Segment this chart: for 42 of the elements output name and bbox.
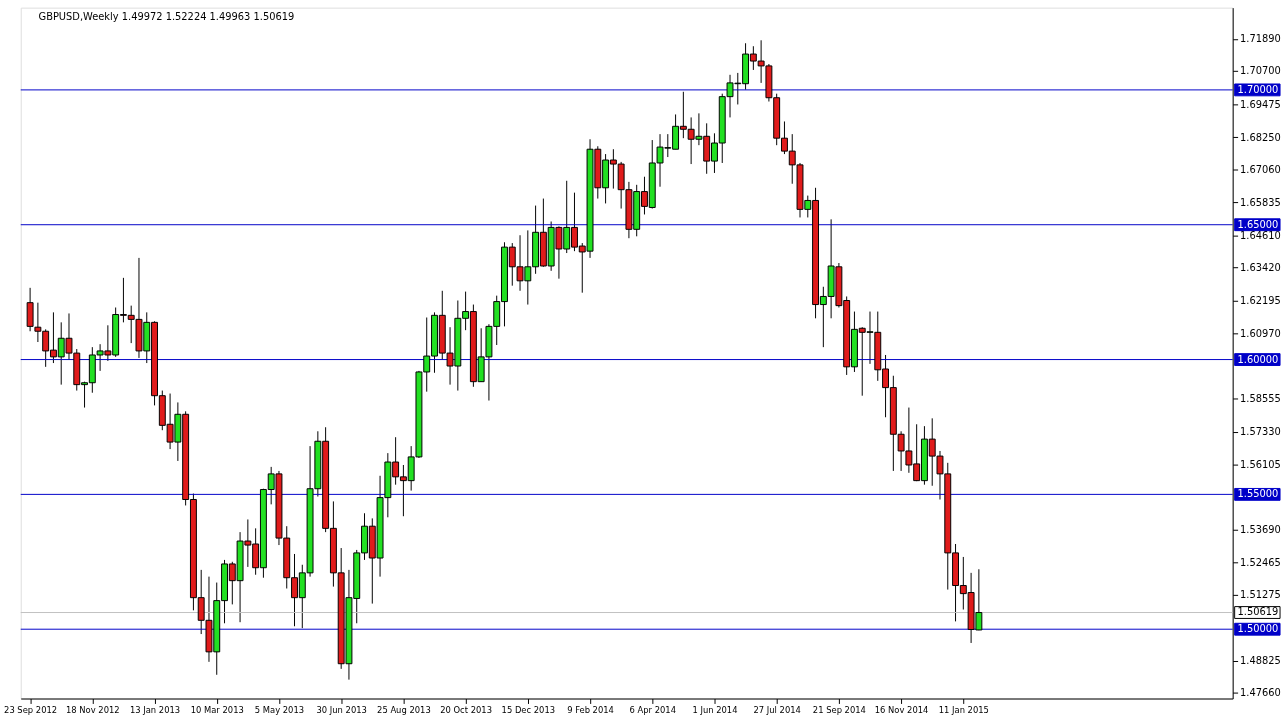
y-tick-label: 1.63420 (1240, 261, 1281, 273)
y-tick-label: 1.47660 (1240, 686, 1281, 698)
y-tick-label: 1.60970 (1240, 327, 1281, 339)
ref-line-label: 1.50000 (1237, 623, 1279, 635)
x-tick-label: 16 Nov 2014 (874, 704, 929, 715)
x-tick-label: 13 Jan 2013 (129, 704, 181, 715)
x-tick-label: 10 Mar 2013 (190, 704, 244, 715)
y-tick-label: 1.58555 (1240, 392, 1281, 404)
y-tick-label: 1.64610 (1240, 229, 1281, 241)
y-tick-label: 1.71890 (1240, 33, 1281, 45)
ref-line-label: 1.50619 (1237, 606, 1279, 618)
y-tick-label: 1.57330 (1240, 426, 1281, 438)
ref-line-label: 1.55000 (1237, 488, 1279, 500)
y-tick-label: 1.67060 (1240, 163, 1281, 175)
y-tick-label: 1.69475 (1240, 98, 1281, 110)
chart-title: GBPUSD,Weekly 1.49972 1.52224 1.49963 1.50619 (38, 11, 295, 23)
x-tick-label: 9 Feb 2014 (567, 704, 614, 715)
x-tick-label: 30 Jun 2013 (316, 704, 367, 715)
x-tick-label: 23 Sep 2012 (4, 704, 58, 715)
y-tick-label: 1.56105 (1240, 459, 1281, 471)
x-tick-label: 11 Jan 2015 (938, 704, 989, 715)
x-tick-label: 5 May 2013 (254, 704, 305, 715)
x-tick-label: 27 Jul 2014 (753, 704, 801, 715)
y-tick-label: 1.68250 (1240, 131, 1281, 143)
x-tick-label: 25 Aug 2013 (377, 704, 431, 715)
y-tick-label: 1.70700 (1240, 65, 1281, 77)
x-tick-label: 15 Dec 2013 (501, 704, 556, 715)
ref-line-label: 1.60000 (1237, 353, 1279, 365)
x-tick-label: 6 Apr 2014 (629, 704, 676, 715)
x-tick-label: 18 Nov 2012 (65, 704, 120, 715)
x-tick-label: 20 Oct 2013 (440, 704, 492, 715)
x-tick-label: 1 Jun 2014 (692, 704, 738, 715)
y-tick-label: 1.62195 (1240, 294, 1281, 306)
y-tick-label: 1.51275 (1240, 589, 1281, 601)
y-tick-label: 1.52465 (1240, 557, 1281, 569)
x-tick-label: 21 Sep 2014 (812, 704, 866, 715)
y-tick-label: 1.53690 (1240, 524, 1281, 536)
ref-line-label: 1.65000 (1237, 218, 1279, 230)
ref-line-label: 1.70000 (1237, 83, 1279, 95)
y-tick-label: 1.48825 (1240, 655, 1281, 667)
candlestick (26, 287, 34, 332)
y-tick-label: 1.65835 (1240, 196, 1281, 208)
